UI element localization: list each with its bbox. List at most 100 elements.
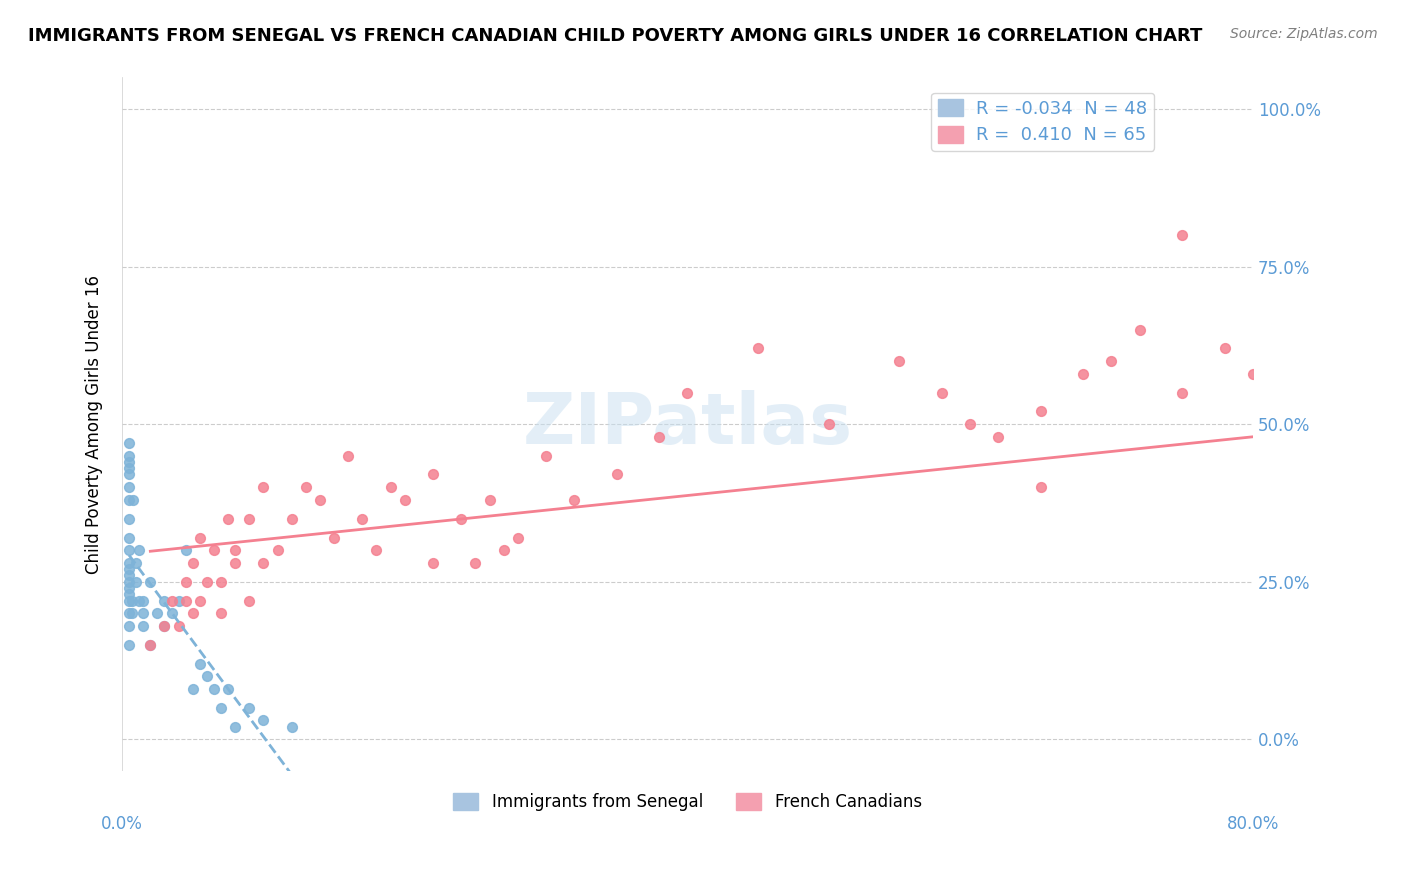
Point — [1213, 342, 1236, 356]
Point — [817, 417, 839, 431]
Point — [132, 593, 155, 607]
Point — [464, 556, 486, 570]
Point — [128, 593, 150, 607]
Point — [128, 543, 150, 558]
Point — [1129, 322, 1152, 336]
Point — [352, 511, 374, 525]
Point — [1071, 367, 1094, 381]
Point — [422, 556, 444, 570]
Point — [394, 492, 416, 507]
Point — [118, 606, 141, 620]
Text: IMMIGRANTS FROM SENEGAL VS FRENCH CANADIAN CHILD POVERTY AMONG GIRLS UNDER 16 CO: IMMIGRANTS FROM SENEGAL VS FRENCH CANADI… — [28, 27, 1202, 45]
Point — [195, 669, 218, 683]
Point — [174, 593, 197, 607]
Point — [1241, 367, 1264, 381]
Point — [118, 619, 141, 633]
Point — [132, 606, 155, 620]
Y-axis label: Child Poverty Among Girls Under 16: Child Poverty Among Girls Under 16 — [86, 275, 103, 574]
Point — [224, 543, 246, 558]
Point — [139, 638, 162, 652]
Text: Source: ZipAtlas.com: Source: ZipAtlas.com — [1230, 27, 1378, 41]
Point — [160, 593, 183, 607]
Point — [118, 587, 141, 601]
Point — [121, 606, 143, 620]
Point — [139, 574, 162, 589]
Point — [167, 619, 190, 633]
Point — [118, 449, 141, 463]
Point — [606, 467, 628, 482]
Legend: R = -0.034  N = 48, R =  0.410  N = 65: R = -0.034 N = 48, R = 0.410 N = 65 — [931, 93, 1154, 151]
Point — [122, 492, 145, 507]
Point — [118, 531, 141, 545]
Point — [252, 556, 274, 570]
Point — [125, 556, 148, 570]
Point — [252, 480, 274, 494]
Text: 0.0%: 0.0% — [101, 814, 143, 833]
Point — [118, 581, 141, 595]
Point — [125, 574, 148, 589]
Point — [309, 492, 332, 507]
Point — [188, 657, 211, 671]
Point — [931, 385, 953, 400]
Point — [181, 606, 204, 620]
Point — [167, 593, 190, 607]
Text: ZIPatlas: ZIPatlas — [523, 390, 852, 458]
Point — [280, 511, 302, 525]
Point — [506, 531, 529, 545]
Point — [1384, 638, 1406, 652]
Point — [209, 574, 232, 589]
Point — [747, 342, 769, 356]
Point — [118, 638, 141, 652]
Point — [366, 543, 388, 558]
Point — [195, 574, 218, 589]
Point — [181, 556, 204, 570]
Point — [174, 543, 197, 558]
Point — [217, 511, 239, 525]
Point — [280, 720, 302, 734]
Point — [202, 681, 225, 696]
Point — [1171, 227, 1194, 242]
Point — [118, 574, 141, 589]
Point — [118, 556, 141, 570]
Point — [118, 562, 141, 576]
Point — [238, 700, 260, 714]
Point — [1171, 385, 1194, 400]
Point — [139, 638, 162, 652]
Point — [118, 436, 141, 450]
Point — [188, 531, 211, 545]
Point — [648, 430, 671, 444]
Point — [118, 492, 141, 507]
Point — [889, 354, 911, 368]
Point — [202, 543, 225, 558]
Point — [337, 449, 360, 463]
Point — [450, 511, 472, 525]
Point — [118, 593, 141, 607]
Point — [181, 681, 204, 696]
Point — [1312, 342, 1334, 356]
Point — [118, 480, 141, 494]
Point — [224, 720, 246, 734]
Point — [118, 543, 141, 558]
Point — [121, 593, 143, 607]
Point — [209, 700, 232, 714]
Point — [132, 619, 155, 633]
Point — [1354, 543, 1376, 558]
Point — [1101, 354, 1123, 368]
Point — [224, 556, 246, 570]
Point — [146, 606, 169, 620]
Point — [209, 606, 232, 620]
Point — [492, 543, 515, 558]
Point — [188, 593, 211, 607]
Point — [238, 511, 260, 525]
Point — [252, 713, 274, 727]
Text: 80.0%: 80.0% — [1226, 814, 1279, 833]
Point — [153, 593, 176, 607]
Point — [217, 681, 239, 696]
Point — [478, 492, 501, 507]
Point — [1029, 404, 1052, 418]
Point — [676, 385, 699, 400]
Point — [238, 593, 260, 607]
Point — [323, 531, 346, 545]
Point — [987, 430, 1010, 444]
Point — [118, 511, 141, 525]
